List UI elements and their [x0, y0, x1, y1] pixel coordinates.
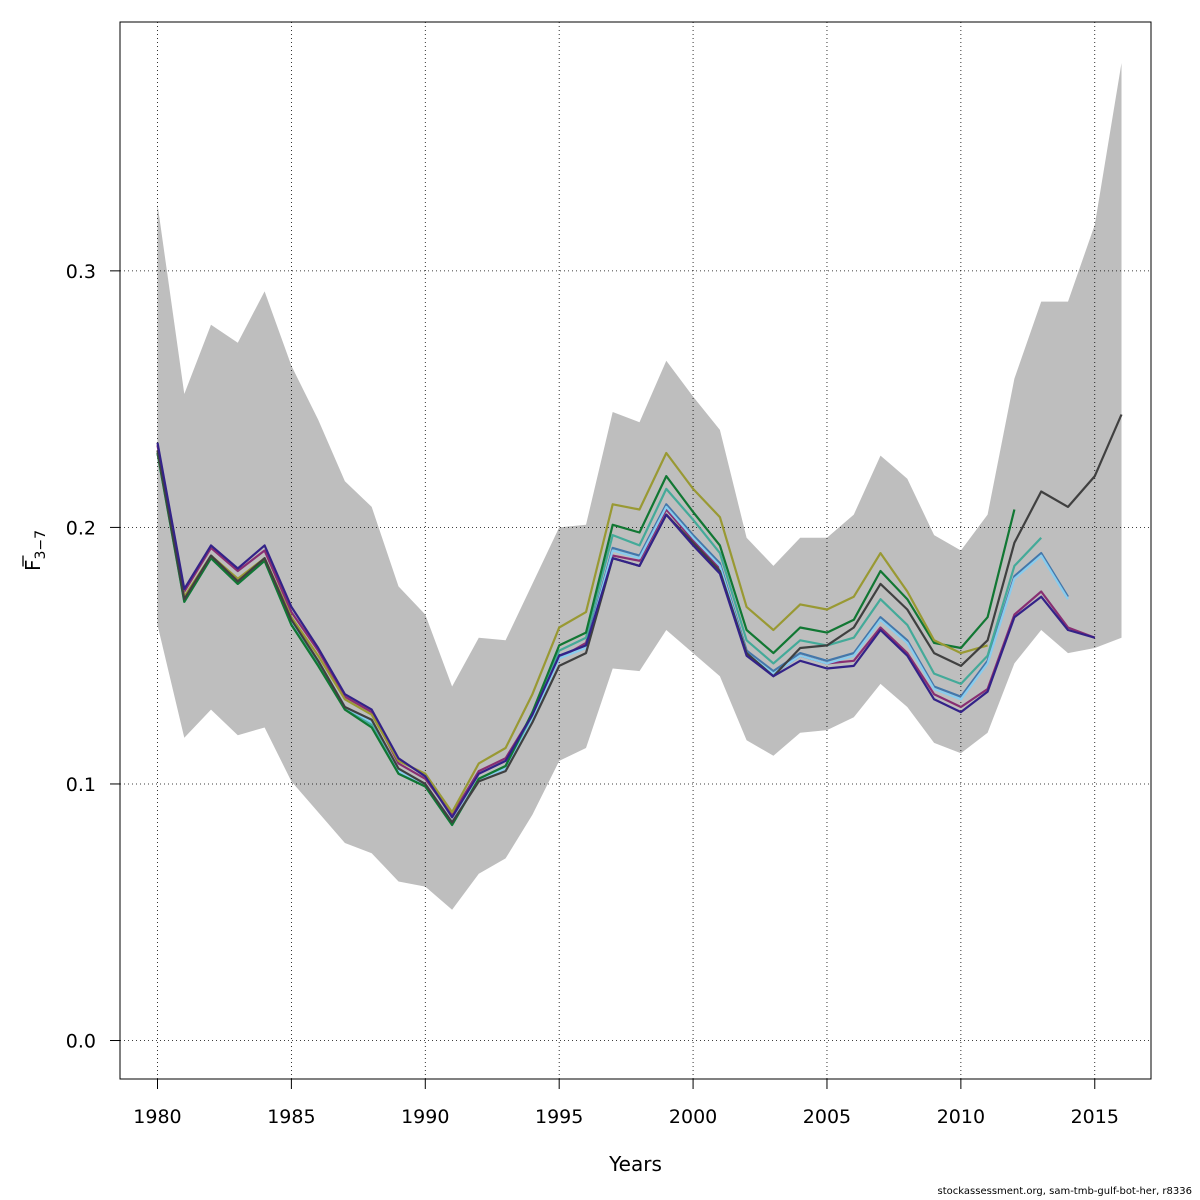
x-tick-label-2010: 2010 [937, 1106, 985, 1128]
x-tick-label-1995: 1995 [535, 1106, 583, 1128]
y-axis-label-main: F [21, 560, 45, 572]
x-tick-label-2005: 2005 [803, 1106, 851, 1128]
y-tick-label-0: 0.0 [66, 1031, 96, 1053]
x-tick-label-2000: 2000 [669, 1106, 717, 1128]
y-tick-label-3: 0.3 [66, 261, 96, 283]
grid-layer [120, 22, 1151, 1079]
x-axis: 1980 1985 1990 1995 2000 2005 2010 2015 [133, 1078, 1119, 1128]
x-tick-label-1985: 1985 [267, 1106, 315, 1128]
series-line-5 [156, 452, 1016, 827]
series-line-1 [156, 445, 1096, 816]
series-line-8 [156, 442, 1096, 819]
footer-note: stockassessment.org, sam-tmb-gulf-bot-he… [937, 1186, 1192, 1197]
y-axis-label-subscript: 3−7 [33, 530, 49, 560]
y-tick-label-1: 0.1 [66, 774, 96, 796]
x-tick-label-1980: 1980 [133, 1106, 181, 1128]
series-line-6 [156, 450, 988, 814]
y-tick-label-2: 0.2 [66, 517, 96, 539]
y-axis: 0.0 0.1 0.2 0.3 [66, 261, 121, 1053]
confidence-band-layer [157, 63, 1122, 910]
x-tick-label-1990: 1990 [401, 1106, 449, 1128]
confidence-band [157, 63, 1122, 910]
y-axis-label: F3−7 [21, 530, 49, 571]
x-tick-label-2015: 2015 [1071, 1106, 1119, 1128]
series-layer [156, 414, 1123, 827]
x-axis-label: Years [608, 1152, 662, 1176]
svg-text:F3−7: F3−7 [21, 530, 49, 571]
